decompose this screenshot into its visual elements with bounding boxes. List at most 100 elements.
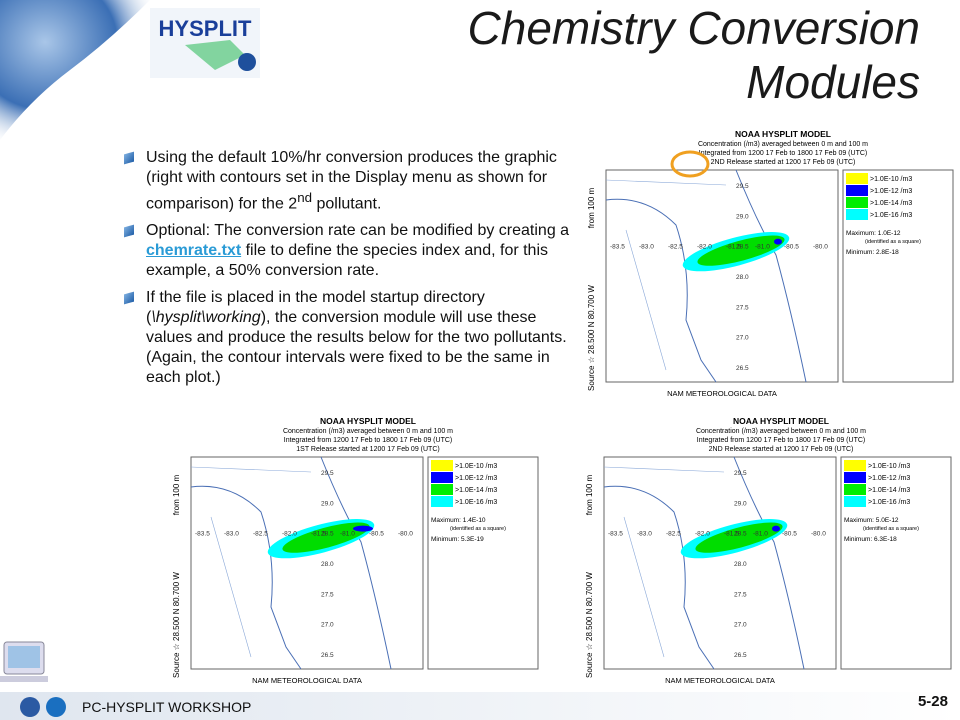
lat-label: 27.0 [321,622,334,629]
plot-title: NOAA HYSPLIT MODEL [735,129,831,139]
text: file to define the species index and, fo… [146,242,549,280]
lat-label: 28.5 [736,244,749,251]
legend-label: >1.0E-10 /m3 [455,463,497,470]
coastline [735,169,807,383]
lon-label: -82.5 [253,531,268,538]
text: pollutant. [312,195,382,213]
lat-label: 27.0 [736,335,749,342]
lon-label: -81.0 [755,244,770,251]
legend-label: >1.0E-10 /m3 [870,176,912,183]
minimum: Minimum: 2.8E-18 [846,249,899,256]
path-text: \hysplit\working [151,309,261,327]
plot-header: Integrated from 1200 17 Feb to 1800 17 F… [699,150,868,157]
plume-core [774,238,782,245]
file-link[interactable]: chemrate.txt [146,242,242,260]
lat-label: 28.5 [321,531,334,538]
map-frame [190,456,424,670]
text: Using the default 10%/hr conversion prod… [146,149,557,213]
lat-label: 26.5 [321,652,334,659]
plot-header: Concentration (/m3) averaged between 0 m… [698,141,868,148]
state-lines [190,466,312,658]
trajectory-plot: NOAA HYSPLIT MODEL Concentration (/m3) av… [578,128,955,403]
plot-header: Integrated from 1200 17 Feb to 1800 17 F… [697,437,866,444]
lat-label: 29.0 [321,500,334,507]
legend-label: >1.0E-16 /m3 [455,499,497,506]
lon-label: -80.0 [811,531,826,538]
page-number: 5-28 [918,693,948,710]
legend-label: >1.0E-12 /m3 [455,475,497,482]
lat-label: 27.0 [734,622,747,629]
coastline [190,485,302,670]
logo-text: HYSPLIT [159,16,252,41]
lon-label: -82.0 [695,531,710,538]
footer-text: PC-HYSPLIT WORKSHOP [82,699,251,715]
maximum: Maximum: 1.0E-12 [846,230,901,237]
plume-core [772,525,780,532]
lat-label: 29.5 [734,470,747,477]
legend-label: >1.0E-14 /m3 [455,487,497,494]
lon-label: -80.0 [813,244,828,251]
text: Optional: The conversion rate can be mod… [146,222,570,240]
max-note: (identified as a square) [450,526,506,532]
lat-label: 27.5 [736,304,749,311]
source-label: Source ☆ 28.500 N 80.700 W [587,285,596,391]
source-label: Source ☆ 28.500 N 80.700 W [172,572,181,678]
maximum: Maximum: 5.0E-12 [844,517,899,524]
maximum: Maximum: 1.4E-10 [431,517,486,524]
lon-label: -82.0 [697,244,712,251]
plot-title: NOAA HYSPLIT MODEL [320,416,416,426]
noaa-seal [46,697,66,717]
monitor-icon [0,641,48,682]
legend-swatch [846,173,868,184]
corner-swirl [0,0,150,140]
map-frame [603,456,837,670]
lon-label: -80.5 [784,244,799,251]
superscript: nd [297,190,313,205]
lon-label: -81.5 [724,531,739,538]
lon-label: -81.0 [340,531,355,538]
max-note: (identified as a square) [865,239,921,245]
height-label: from 100 m [172,474,181,515]
lon-label: -83.0 [224,531,239,538]
plot-header: Integrated from 1200 17 Feb to 1800 17 F… [284,437,453,444]
max-note: (identified as a square) [863,526,919,532]
height-label: from 100 m [585,474,594,515]
legend-swatch [431,496,453,507]
lon-label: -83.5 [610,244,625,251]
lat-label: 28.5 [734,531,747,538]
trajectory-plot: NOAA HYSPLIT MODEL Concentration (/m3) av… [163,415,540,690]
bullet: If the file is placed in the model start… [122,288,570,388]
plot-header: Concentration (/m3) averaged between 0 m… [283,428,453,435]
footer-bar [0,692,960,720]
source-label: Source ☆ 28.500 N 80.700 W [585,572,594,678]
met-data: NAM METEOROLOGICAL DATA [665,676,775,685]
lon-label: -82.5 [666,531,681,538]
legend-label: >1.0E-16 /m3 [870,212,912,219]
legend-swatch [431,460,453,471]
lon-label: -81.5 [726,244,741,251]
lat-label: 28.0 [736,274,749,281]
legend-label: >1.0E-10 /m3 [868,463,910,470]
plot-header: 2ND Release started at 1200 17 Feb 09 (U… [711,159,856,166]
lat-label: 27.5 [734,591,747,598]
agency-seal [20,697,40,717]
lon-label: -83.5 [195,531,210,538]
bullet: Using the default 10%/hr conversion prod… [122,148,570,214]
lon-label: -82.0 [282,531,297,538]
lat-label: 29.0 [734,500,747,507]
legend-swatch [846,185,868,196]
logo: HYSPLIT [150,8,260,78]
lat-label: 27.5 [321,591,334,598]
legend-swatch [431,484,453,495]
legend-swatch [844,484,866,495]
plot-title: NOAA HYSPLIT MODEL [733,416,829,426]
met-data: NAM METEOROLOGICAL DATA [252,676,362,685]
minimum: Minimum: 5.3E-19 [431,536,484,543]
lon-label: -80.5 [782,531,797,538]
bullet: Optional: The conversion rate can be mod… [122,221,570,281]
plot-header: Concentration (/m3) averaged between 0 m… [696,428,866,435]
highlight-circle [670,150,710,178]
state-lines [605,179,727,371]
legend-swatch [844,472,866,483]
